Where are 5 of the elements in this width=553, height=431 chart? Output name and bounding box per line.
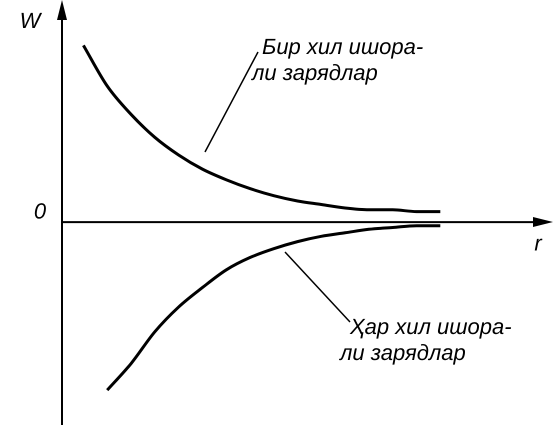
annotation: Ҳар хил ишора- ли зарядлар <box>338 314 512 366</box>
x-axis-title: r <box>534 230 544 256</box>
text: 0 <box>34 198 47 224</box>
y-axis-title: W <box>20 8 43 34</box>
annotation: Бир хил ишора- ли зарядлар <box>250 34 424 86</box>
